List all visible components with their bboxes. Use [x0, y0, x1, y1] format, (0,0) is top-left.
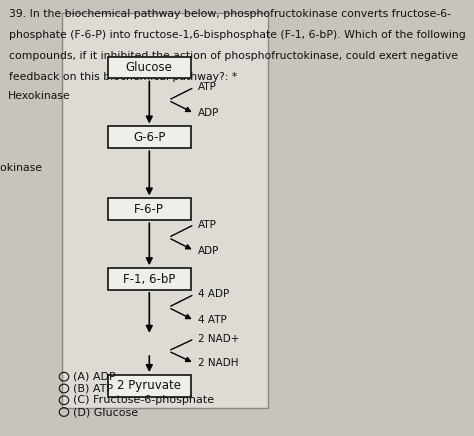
Text: (C) Fructose-6-phosphate: (C) Fructose-6-phosphate: [73, 395, 215, 405]
Text: F-6-P: F-6-P: [134, 203, 164, 216]
Text: ATP: ATP: [198, 220, 217, 229]
Text: ADP: ADP: [198, 109, 219, 118]
Text: feedback on this biochemical pathway?: *: feedback on this biochemical pathway?: *: [9, 72, 238, 82]
Text: (B) ATP: (B) ATP: [73, 384, 114, 393]
Text: (A) ADP: (A) ADP: [73, 372, 116, 382]
Text: ADP: ADP: [198, 246, 219, 255]
Text: 4 ATP: 4 ATP: [198, 316, 227, 325]
Bar: [108, 126, 191, 148]
Text: phosphate (F-6-P) into fructose-1,6-bisphosphate (F-1, 6-bP). Which of the follo: phosphate (F-6-P) into fructose-1,6-bisp…: [9, 30, 466, 40]
Text: Phosphofructokinase: Phosphofructokinase: [0, 163, 43, 173]
Bar: [108, 268, 191, 290]
Text: 39. In the biochemical pathway below, phosphofructokinase converts fructose-6-: 39. In the biochemical pathway below, ph…: [9, 9, 451, 19]
Text: 2 NAD+: 2 NAD+: [198, 334, 239, 344]
Text: Glucose: Glucose: [126, 61, 173, 74]
Text: G-6-P: G-6-P: [133, 131, 165, 144]
Bar: [108, 57, 191, 78]
Bar: [108, 375, 191, 397]
Text: 2 NADH: 2 NADH: [198, 358, 238, 368]
Text: 4 ADP: 4 ADP: [198, 290, 229, 299]
Bar: [108, 198, 191, 220]
Text: F-1, 6-bP: F-1, 6-bP: [123, 272, 175, 286]
Text: compounds, if it inhibited the action of phosphofructokinase, could exert negati: compounds, if it inhibited the action of…: [9, 51, 458, 61]
Text: 2 Pyruvate: 2 Pyruvate: [117, 379, 182, 392]
Text: ATP: ATP: [198, 82, 217, 92]
Text: (D) Glucose: (D) Glucose: [73, 407, 138, 417]
Bar: [62, 13, 268, 408]
Text: Hexokinase: Hexokinase: [9, 91, 71, 101]
